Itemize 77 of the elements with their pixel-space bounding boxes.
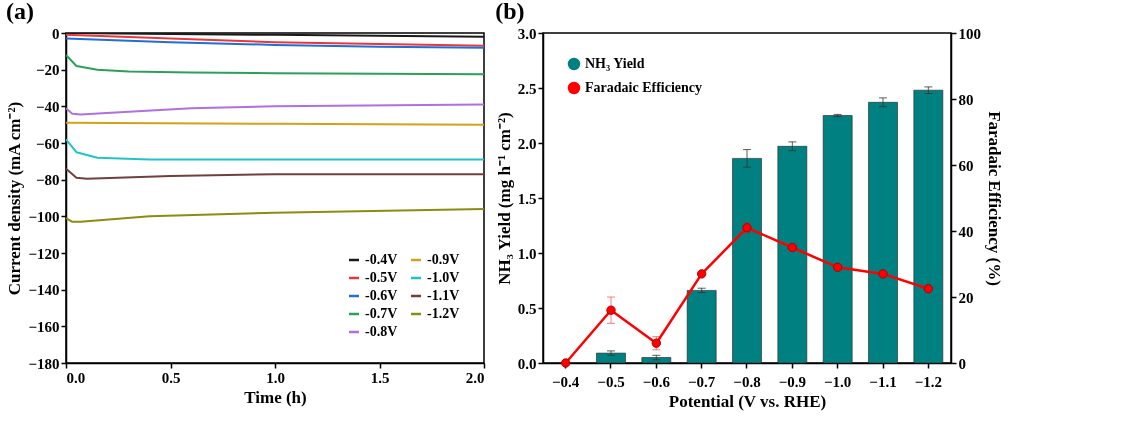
x-tick-label: −0.4 (552, 373, 580, 390)
x-tick-label: −0.8 (733, 373, 761, 390)
point (560, 358, 571, 368)
x-tick-label: 2.0 (465, 369, 485, 386)
legend-label: -0.6V (365, 288, 398, 303)
y-tick-label: −100 (28, 208, 60, 225)
line-series (66, 54, 484, 76)
point (696, 269, 707, 279)
line-series (66, 33, 484, 47)
bar (686, 290, 717, 364)
y-tick-label: −140 (28, 282, 60, 299)
line-series (66, 103, 484, 116)
chart-title: (a) (5, 0, 34, 24)
x-axis-title: Potential (V vs. RHE) (668, 391, 827, 411)
y-tick-label: −160 (28, 318, 60, 335)
legend-label: NH₃ Yield (585, 56, 645, 71)
bar (596, 352, 626, 364)
y-tick-label: 0.0 (517, 355, 537, 372)
bar (868, 102, 898, 364)
chart-title: (b) (495, 0, 525, 24)
bar (777, 146, 808, 364)
line-series (66, 167, 484, 180)
bar (822, 115, 853, 364)
legend-label: -0.9V (427, 252, 460, 267)
line-series (66, 37, 484, 49)
line-series (66, 208, 484, 223)
x-tick-label: −0.5 (597, 373, 625, 390)
y2-tick-label: 0 (958, 355, 966, 372)
bar (913, 89, 944, 364)
y-tick-label: −80 (35, 172, 60, 189)
y2-tick-label: 60 (958, 157, 974, 174)
legend-label: -1.1V (427, 288, 460, 303)
y2-tick-label: 20 (958, 289, 974, 306)
y-tick-label: 1.0 (517, 245, 537, 262)
bar (641, 357, 672, 364)
y-tick-label: 2.0 (517, 135, 537, 152)
line-series (66, 138, 484, 161)
y2-tick-label: 100 (958, 25, 981, 42)
y-tick-label: 2.5 (517, 80, 537, 97)
x-tick-label: 0.0 (66, 369, 86, 386)
x-tick-label: −0.6 (642, 373, 671, 390)
x-tick-label: −0.7 (688, 373, 716, 390)
x-axis-title: Time (h) (244, 387, 307, 407)
y2-tick-label: 80 (958, 91, 974, 108)
y-axis-title: NH₃ Yield (mg h⁻¹ cm⁻²) (494, 112, 514, 285)
y-tick-label: 1.5 (517, 190, 537, 207)
y-axis-title: Current density (mA cm⁻²) (5, 101, 25, 296)
legend-label: -1.0V (427, 270, 460, 285)
y2-axis-title: Faradaic Efficiency (%) (985, 111, 1004, 286)
x-tick-label: 1.0 (266, 369, 285, 386)
point (832, 262, 843, 272)
y-tick-label: 0 (52, 25, 60, 42)
legend-label: -0.8V (365, 324, 398, 339)
point (606, 305, 616, 315)
x-tick-label: 1.5 (370, 369, 390, 386)
legend-label: -0.4V (365, 252, 398, 267)
y-tick-label: −120 (28, 245, 60, 262)
legend-label: -0.7V (365, 306, 398, 321)
x-tick-label: −1.0 (824, 373, 852, 390)
y-tick-label: −60 (35, 135, 60, 152)
y2-tick-label: 40 (958, 223, 974, 240)
legend-label: Faradaic Efficiency (585, 80, 703, 95)
y-tick-label: −20 (35, 62, 60, 79)
legend-label: -0.5V (365, 270, 398, 285)
point (787, 242, 798, 253)
legend-label: -1.2V (427, 306, 460, 321)
point (878, 269, 888, 279)
x-tick-label: −1.2 (914, 373, 942, 390)
x-tick-label: 0.5 (161, 369, 181, 386)
x-tick-label: −1.1 (869, 373, 897, 390)
y-tick-label: 3.0 (517, 25, 537, 42)
point (923, 284, 934, 294)
x-tick-label: −0.9 (778, 373, 806, 390)
y-tick-label: −180 (28, 355, 60, 372)
bar (732, 158, 762, 364)
y-tick-label: 0.5 (517, 300, 537, 317)
y-tick-label: −40 (35, 98, 60, 115)
